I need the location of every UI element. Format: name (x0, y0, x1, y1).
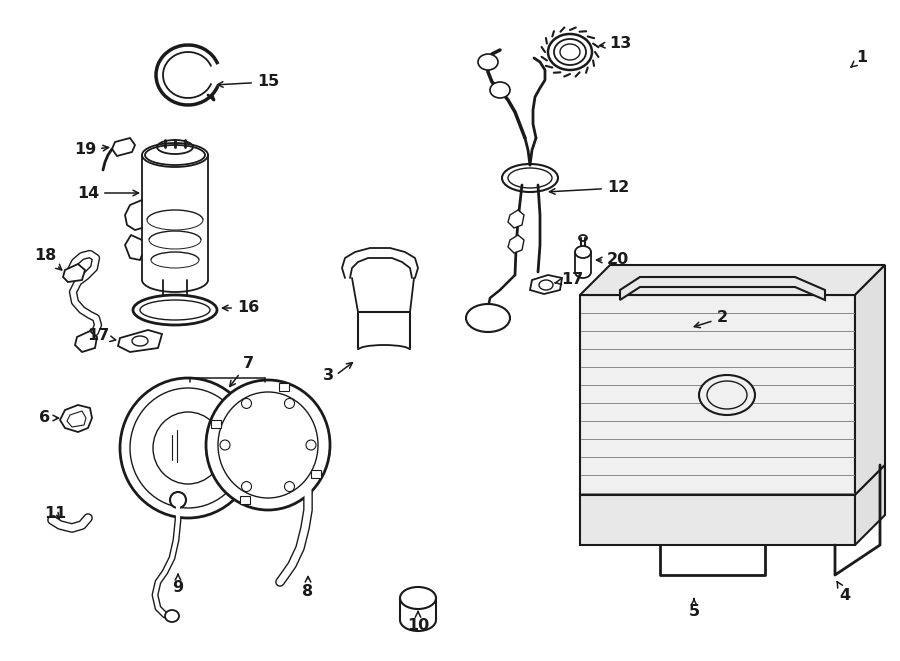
Polygon shape (508, 235, 524, 253)
Ellipse shape (699, 375, 755, 415)
Text: 5: 5 (688, 599, 699, 619)
Text: 10: 10 (407, 611, 429, 633)
Text: 17: 17 (555, 272, 583, 288)
Ellipse shape (130, 388, 246, 508)
Text: 17: 17 (87, 329, 116, 344)
Ellipse shape (206, 380, 330, 510)
Ellipse shape (508, 168, 552, 188)
Polygon shape (279, 383, 289, 391)
Polygon shape (240, 496, 250, 504)
Ellipse shape (490, 82, 510, 98)
Polygon shape (855, 265, 885, 495)
Text: 16: 16 (222, 301, 259, 315)
Polygon shape (580, 295, 855, 495)
Text: 20: 20 (597, 253, 629, 268)
Text: 13: 13 (599, 36, 631, 52)
Polygon shape (63, 264, 85, 282)
Ellipse shape (707, 381, 747, 409)
Polygon shape (508, 210, 524, 228)
Text: 4: 4 (837, 582, 850, 602)
Polygon shape (855, 465, 885, 545)
Polygon shape (580, 265, 885, 295)
Text: 18: 18 (34, 247, 62, 270)
Ellipse shape (400, 587, 436, 609)
Text: 3: 3 (322, 368, 334, 383)
Ellipse shape (218, 392, 318, 498)
Polygon shape (580, 495, 855, 545)
Ellipse shape (120, 378, 256, 518)
Text: 19: 19 (74, 143, 109, 157)
Ellipse shape (284, 399, 294, 408)
Polygon shape (67, 411, 86, 427)
Ellipse shape (142, 143, 208, 167)
Polygon shape (530, 275, 562, 294)
Ellipse shape (170, 492, 186, 508)
Ellipse shape (153, 412, 223, 484)
Ellipse shape (241, 482, 251, 492)
Ellipse shape (145, 145, 205, 165)
Polygon shape (620, 277, 825, 300)
Polygon shape (60, 405, 92, 432)
Polygon shape (212, 420, 221, 428)
Polygon shape (75, 331, 97, 352)
Ellipse shape (284, 482, 294, 492)
Ellipse shape (502, 164, 558, 192)
Ellipse shape (466, 304, 510, 332)
Text: 6: 6 (40, 410, 58, 426)
Polygon shape (112, 138, 135, 156)
Text: 8: 8 (302, 576, 313, 600)
Ellipse shape (220, 440, 230, 450)
Ellipse shape (575, 246, 591, 258)
Text: 1: 1 (851, 50, 868, 67)
Text: 12: 12 (550, 180, 629, 196)
Ellipse shape (539, 280, 553, 290)
Text: 9: 9 (173, 574, 184, 596)
Ellipse shape (165, 610, 179, 622)
Text: 11: 11 (44, 506, 66, 520)
Ellipse shape (478, 54, 498, 70)
Polygon shape (311, 470, 321, 478)
Text: 7: 7 (230, 356, 254, 387)
Ellipse shape (133, 295, 217, 325)
Ellipse shape (140, 300, 210, 320)
Text: 2: 2 (694, 311, 727, 328)
Ellipse shape (132, 336, 148, 346)
Ellipse shape (306, 440, 316, 450)
Text: 15: 15 (218, 75, 279, 89)
Ellipse shape (241, 399, 251, 408)
Text: 14: 14 (76, 186, 139, 200)
Polygon shape (118, 330, 162, 352)
